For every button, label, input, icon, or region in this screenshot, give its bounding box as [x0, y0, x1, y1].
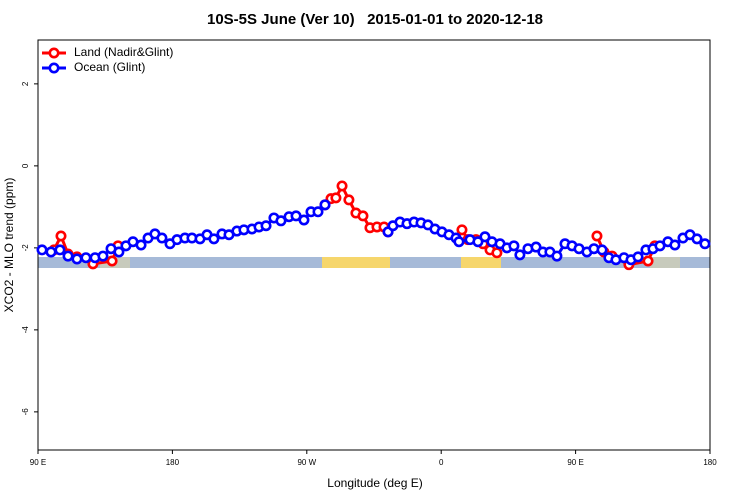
data-point	[343, 194, 355, 206]
legend-label: Land (Nadir&Glint)	[74, 45, 173, 59]
x-tick-label: 180	[166, 458, 180, 467]
x-tick-label: 90 E	[30, 458, 46, 467]
series-line	[52, 182, 657, 267]
data-point	[632, 251, 644, 263]
data-point	[135, 239, 147, 251]
data-point	[514, 249, 526, 261]
data-point	[113, 246, 125, 258]
data-point	[508, 240, 520, 252]
data-point	[298, 214, 310, 226]
data-point	[551, 250, 563, 262]
data-point	[330, 192, 342, 204]
data-point	[97, 250, 109, 262]
y-tick-label: -6	[21, 408, 30, 416]
data-point	[275, 215, 287, 227]
data-point	[691, 233, 703, 245]
data-point	[54, 244, 66, 256]
data-point	[208, 233, 220, 245]
data-point	[479, 231, 491, 243]
data-point	[491, 247, 503, 259]
x-tick-label: 0	[439, 458, 444, 467]
data-point	[80, 252, 92, 264]
data-point	[642, 255, 654, 267]
data-point	[357, 210, 369, 222]
data-point	[36, 244, 48, 256]
data-point	[336, 180, 348, 192]
data-point	[654, 240, 666, 252]
data-point	[106, 255, 118, 267]
y-tick-label: 0	[21, 163, 30, 168]
y-tick-label: -4	[21, 326, 30, 334]
legend-marker	[48, 47, 60, 59]
chart-title: 10S-5S June (Ver 10) 2015-01-01 to 2020-…	[207, 11, 543, 28]
data-point	[71, 253, 83, 265]
data-point	[156, 232, 168, 244]
legend-marker	[48, 62, 60, 74]
x-axis-label: Longitude (deg E)	[327, 476, 422, 490]
legend-label: Ocean (Glint)	[74, 60, 145, 74]
y-axis-label: XCO2 - MLO trend (ppm)	[2, 178, 16, 313]
data-point	[55, 230, 67, 242]
x-tick-label: 90 E	[567, 458, 583, 467]
data-point	[596, 244, 608, 256]
x-tick-label: 180	[703, 458, 717, 467]
data-point	[456, 224, 468, 236]
land-band	[650, 257, 680, 268]
data-point	[290, 210, 302, 222]
y-tick-label: -2	[21, 244, 30, 252]
data-point	[591, 230, 603, 242]
data-point	[62, 250, 74, 262]
data-point	[669, 239, 681, 251]
land-band	[461, 257, 501, 268]
data-point	[312, 206, 324, 218]
x-tick-label: 90 W	[297, 458, 316, 467]
land-band	[322, 257, 390, 268]
data-point	[472, 236, 484, 248]
data-point	[260, 220, 272, 232]
data-point	[319, 199, 331, 211]
data-point	[699, 238, 711, 250]
data-point	[530, 241, 542, 253]
data-point	[45, 246, 57, 258]
data-point	[453, 236, 465, 248]
y-tick-label: 2	[21, 81, 30, 86]
